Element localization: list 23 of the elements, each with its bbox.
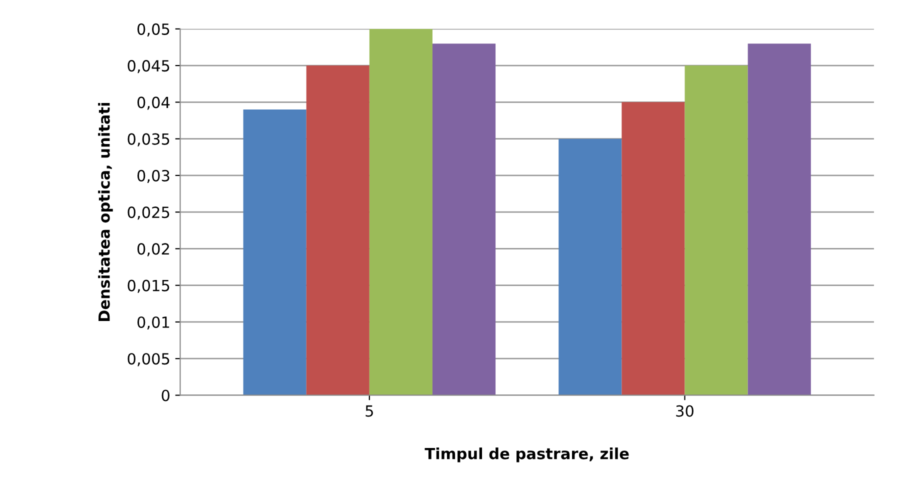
y-tick-label: 0,01 [137,316,170,330]
y-tick-label: 0 [162,390,170,402]
bar [306,66,370,396]
bar [369,28,432,396]
x-tick-label: 5 [366,405,373,417]
y-tick-label: 0,05 [137,23,170,36]
bar [748,44,811,396]
bar [622,102,685,396]
y-tick-label: 0,03 [137,170,170,184]
y-tick-label: 0,02 [137,243,169,256]
x-tick-label: 30 [676,405,694,417]
x-axis-title: Timpul de pastrare, zile [424,448,629,462]
y-tick-label: 0,025 [128,206,170,220]
y-tick-label: 0,045 [128,60,170,74]
y-tick-label: 0,04 [137,96,170,110]
bar [684,66,748,396]
bar [558,138,622,396]
bar [432,44,496,396]
y-tick-label: 0,005 [128,353,170,366]
bar [243,110,306,396]
y-axis-title: Densitatea optica, unitati [98,102,113,322]
y-tick-label: 0,015 [128,280,170,293]
y-tick-label: 0,035 [128,133,170,146]
